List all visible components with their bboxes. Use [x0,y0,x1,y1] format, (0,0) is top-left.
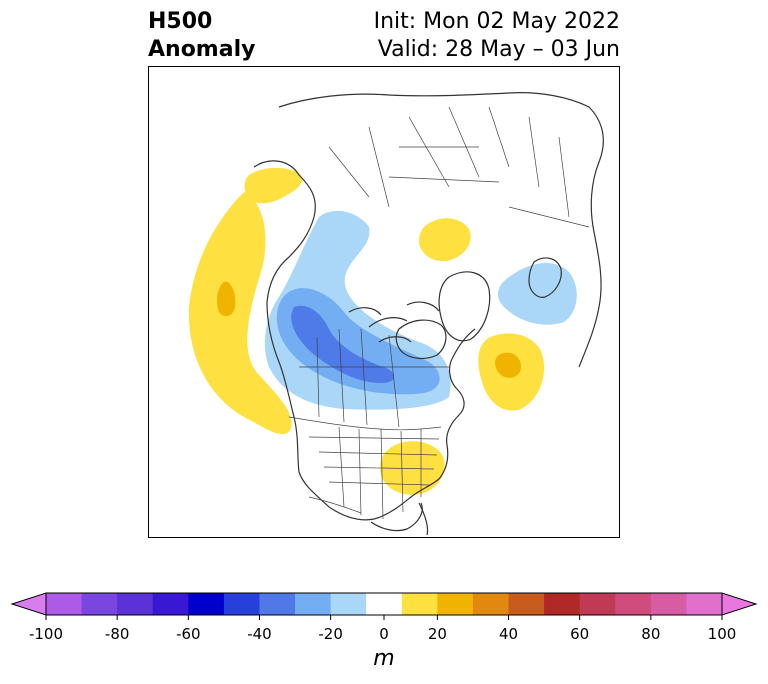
colorbar-tick-label: 80 [641,625,660,640]
coast-north-america [253,160,476,521]
title-left: H500 Anomaly [148,8,255,64]
coast-gulf-of-mexico [370,502,423,532]
colorbar-tick-label: 0 [379,625,389,640]
anomaly-fields [188,167,577,495]
colorbar-segment [686,593,723,615]
title-field-name: H500 [148,9,213,34]
colorbar-segment [472,593,510,615]
colorbar-segment [437,593,474,615]
border-canada-us [288,416,442,431]
colorbar-extend-high [721,592,758,616]
coast-arctic-islands [348,301,440,343]
colorbar-segment [615,593,652,615]
border-us-mexico [308,496,362,514]
coastlines [253,92,604,536]
colorbar-segment [366,593,403,615]
coast-florida [418,502,429,536]
anomaly-central-siberia-ridge [419,218,471,262]
anomaly-ne-pacific-ridge [188,192,292,435]
colorbar: -100 -80 -60 -40 -20 0 20 40 60 80 100 [10,592,758,640]
colorbar-tick-label: 60 [570,625,589,640]
coast-eurasia [278,92,604,368]
title-right: Init: Mon 02 May 2022 Valid: 28 May – 03… [374,8,620,64]
colorbar-segment [223,593,260,615]
colorbar-tick-label: 20 [428,625,447,640]
colorbar-tick-label: -40 [247,625,272,640]
map-canvas [149,92,604,536]
map-panel [148,66,620,538]
colorbar-tick-label: -80 [105,625,130,640]
coast-scandinavia [528,257,562,298]
colorbar-tick-label: -20 [318,625,343,640]
anomaly-siberia-trough [497,262,577,325]
border-us-states [308,426,440,520]
anomaly-alaska-ridge [244,167,303,204]
colorbar-tick-label: 40 [499,625,518,640]
title-field-type: Anomaly [148,37,256,62]
colorbar-segment [650,593,687,615]
colorbar-segment [117,593,154,615]
colorbar-segment [188,593,225,615]
colorbar-extend-low [10,592,47,616]
anomaly-canada-trough-core [291,305,395,383]
colorbar-tick-label: 100 [708,625,737,640]
colorbar-segment [544,593,581,615]
coast-greenland [438,271,491,342]
anomaly-north-atlantic-ridge-core [495,352,521,378]
map-edge-gap [149,285,155,319]
borders [288,106,590,520]
colorbar-segment [295,593,332,615]
colorbar-tick-label: -60 [176,625,201,640]
border-eurasia [328,106,590,228]
coast-hudson-bay [395,319,447,360]
colorbar-tick-label: -100 [29,625,63,640]
border-canadian-provinces [299,328,449,428]
title-init-date: Init: Mon 02 May 2022 [373,9,620,34]
title-valid-range: Valid: 28 May – 03 Jun [377,37,620,62]
colorbar-segment [330,593,367,615]
colorbar-segment [46,593,83,615]
colorbar-segment [81,593,118,615]
colorbar-unit-label: m [373,646,395,671]
colorbar-segment [508,593,545,615]
colorbar-segment [579,593,616,615]
anomaly-ne-pacific-ridge-core [216,281,236,317]
colorbar-segment [259,593,296,615]
colorbar-segment [152,593,189,615]
colorbar-segment [401,593,438,615]
